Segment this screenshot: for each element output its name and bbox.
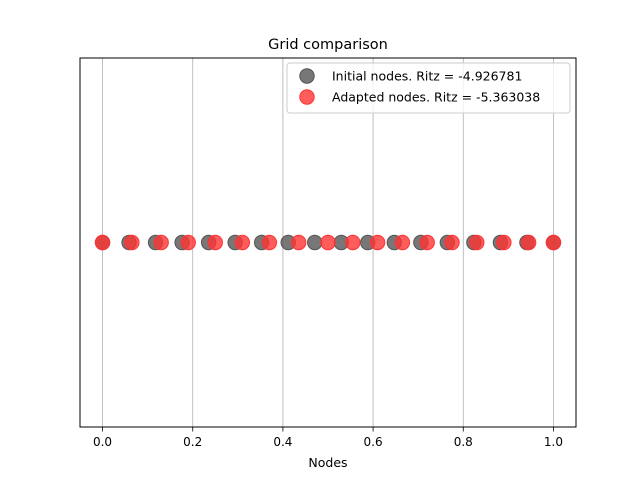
legend-label-initial-nodes: Initial nodes. Ritz = -4.926781 xyxy=(332,69,522,84)
adapted-node-point xyxy=(345,234,361,251)
adapted-node-point xyxy=(444,234,460,251)
adapted-node-point xyxy=(261,234,278,251)
adapted-node-point xyxy=(94,234,111,251)
legend-label-adapted-nodes: Adapted nodes. Ritz = -5.363038 xyxy=(332,90,540,105)
adapted-node-point xyxy=(496,234,512,251)
x-tick-label: 0.4 xyxy=(273,435,292,449)
adapted-node-point xyxy=(419,234,435,251)
adapted-node-point xyxy=(180,234,196,251)
x-tick-label: 0.6 xyxy=(364,435,383,449)
legend: Initial nodes. Ritz = -4.926781 Adapted … xyxy=(286,62,571,114)
adapted-node-point xyxy=(124,234,140,251)
adapted-node-point xyxy=(369,234,386,251)
adapted-node-point xyxy=(520,234,537,251)
x-tick-label: 0.8 xyxy=(454,435,473,449)
x-tick-label: 1.0 xyxy=(544,435,563,449)
adapted-node-point xyxy=(320,234,336,251)
x-axis-label: Nodes xyxy=(308,455,347,470)
adapted-node-point xyxy=(290,234,307,251)
initial-node-point xyxy=(307,234,323,251)
x-tick-label: 0.2 xyxy=(183,435,202,449)
adapted-node-point xyxy=(234,234,251,251)
legend-marker-initial-nodes xyxy=(299,68,315,84)
adapted-node-point xyxy=(545,234,562,251)
x-tick-label: 0.0 xyxy=(93,435,112,449)
plot-area-frame xyxy=(79,57,577,428)
adapted-node-point xyxy=(469,234,485,251)
adapted-node-point xyxy=(394,234,411,251)
adapted-node-point xyxy=(207,234,223,251)
chart-title: Grid comparison xyxy=(268,37,388,53)
legend-frame xyxy=(286,62,571,114)
data-points xyxy=(94,234,562,251)
adapted-node-point xyxy=(153,234,169,251)
x-axis-ticks: 0.0 0.2 0.4 0.6 0.8 1.0 xyxy=(93,427,563,449)
legend-marker-adapted-nodes xyxy=(299,89,315,105)
